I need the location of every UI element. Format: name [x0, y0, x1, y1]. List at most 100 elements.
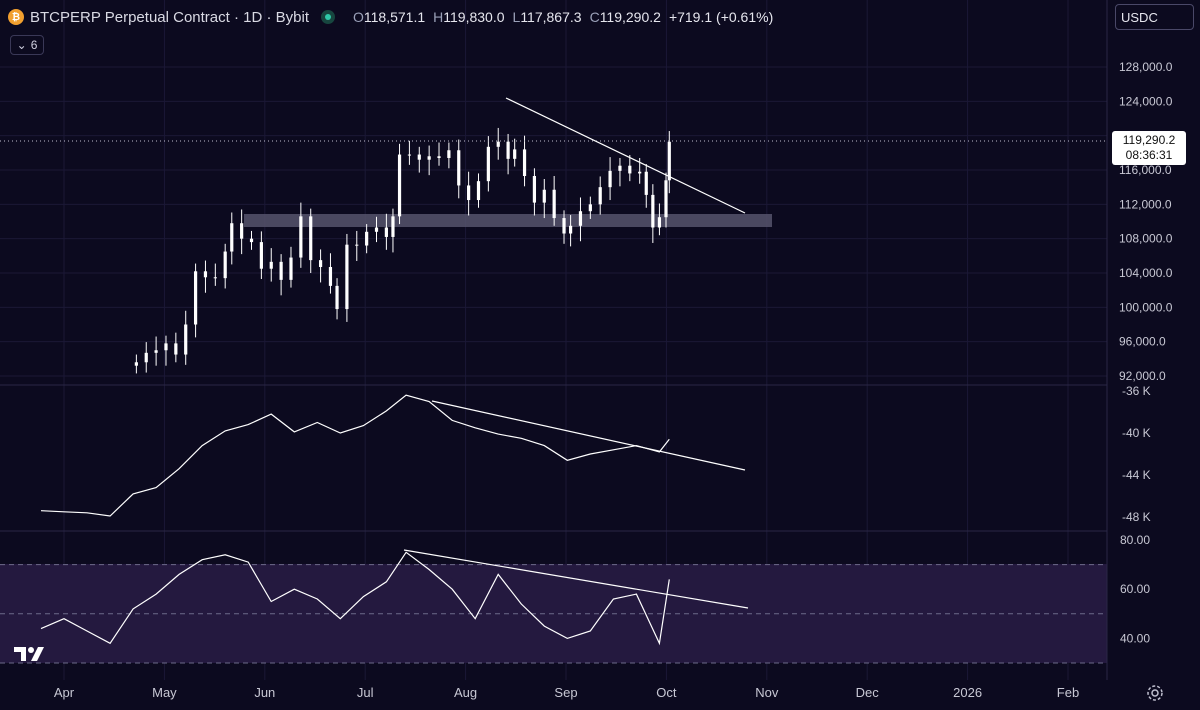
candle-body	[397, 154, 402, 217]
tradingview-logo[interactable]	[14, 644, 50, 664]
symbol-title[interactable]: BTCPERP Perpetual Contract · 1D · Bybit	[30, 8, 309, 26]
candle-body	[193, 271, 198, 325]
candle-body	[427, 156, 431, 160]
candle-body	[240, 223, 244, 239]
candle-body	[588, 204, 592, 212]
price-tick-label: 104,000.0	[1119, 266, 1173, 280]
rsi-trendline	[403, 549, 749, 609]
candle-body	[513, 149, 517, 159]
price-axis-ticks: 128,000.0124,000.0120,000.0116,000.0112,…	[1119, 60, 1173, 383]
candle-body	[299, 216, 303, 258]
candle-body	[335, 285, 339, 310]
indicator-tick-label: -48 K	[1122, 510, 1151, 524]
candles	[134, 127, 671, 374]
candle-body	[562, 218, 566, 234]
price-tick-label: 100,000.0	[1119, 300, 1173, 314]
candle-body	[345, 244, 349, 310]
candle-body	[486, 146, 490, 182]
time-tick-label: Dec	[856, 685, 880, 700]
indicator-trendline	[431, 400, 746, 471]
price-tick-label: 128,000.0	[1119, 60, 1173, 74]
indicators-collapse-button[interactable]: ⌄ 6	[10, 35, 44, 55]
candle-body	[476, 181, 481, 201]
open-value: 118,571.1	[363, 9, 426, 25]
candle-body	[542, 189, 546, 203]
candle-body	[154, 350, 158, 353]
indicator-tick-label: -44 K	[1122, 468, 1151, 482]
time-tick-label: Jul	[357, 685, 374, 700]
close-label: C	[589, 9, 600, 25]
candle-body	[174, 343, 178, 355]
candle-body	[467, 185, 471, 201]
rsi-axis-ticks: 80.00 60.00 40.00	[1120, 533, 1150, 645]
price-tick-label: 124,000.0	[1119, 94, 1173, 108]
time-tick-label: Feb	[1057, 685, 1079, 700]
price-tick-label: 92,000.0	[1119, 369, 1166, 383]
indicator-tick-label: -36 K	[1122, 384, 1151, 398]
candle-body	[374, 227, 379, 232]
candle-body	[164, 343, 168, 351]
bitcoin-icon: ₿	[8, 9, 24, 25]
candle-body	[289, 257, 293, 280]
rsi-tick-label: 80.00	[1120, 533, 1150, 547]
candle-body	[365, 231, 369, 246]
grid-lines	[0, 0, 1107, 680]
candle-body	[608, 170, 612, 188]
candle-body	[318, 260, 323, 267]
candle-body	[259, 242, 263, 269]
candle-body	[328, 266, 333, 286]
high-label: H	[433, 9, 444, 25]
currency-selector[interactable]: USDC	[1115, 4, 1194, 30]
candle-body	[569, 225, 573, 234]
time-tick-label: May	[152, 685, 177, 700]
candle-body	[506, 141, 510, 159]
time-tick-label: Nov	[755, 685, 779, 700]
candle-body	[223, 251, 227, 279]
rsi-line	[40, 551, 670, 646]
candle-body	[279, 261, 283, 280]
time-axis-ticks: Apr May Jun Jul Aug Sep Oct Nov Dec 2026 Feb	[54, 685, 1079, 700]
indicator-count: 6	[30, 38, 38, 52]
current-price-value: 119,290.2	[1122, 133, 1176, 147]
candle-body	[309, 216, 313, 261]
low-value: 117,867.3	[520, 9, 582, 25]
candle-body	[578, 211, 583, 226]
candle-body	[664, 180, 668, 218]
candle-body	[496, 141, 500, 147]
rsi-tick-label: 60.00	[1120, 582, 1150, 596]
candle-body	[203, 271, 208, 278]
change-value: +719.1 (+0.61%)	[668, 9, 774, 25]
candle-body	[355, 244, 359, 246]
chevron-down-icon: ⌄	[16, 38, 27, 52]
candle-body	[249, 238, 254, 243]
time-tick-label: 2026	[953, 685, 982, 700]
open-label: O	[353, 9, 364, 25]
price-tick-label: 116,000.0	[1119, 163, 1172, 177]
candle-body	[644, 171, 648, 195]
candle-body	[598, 187, 602, 205]
indicator-tick-label: -40 K	[1122, 426, 1151, 440]
price-tick-label: 112,000.0	[1119, 197, 1172, 211]
candle-body	[447, 150, 451, 158]
candle-body	[638, 171, 642, 174]
candle-body	[391, 216, 395, 237]
candle-body	[552, 189, 556, 219]
indicator-line	[40, 394, 670, 517]
candle-body	[628, 165, 632, 174]
rsi-tick-label: 40.00	[1120, 631, 1150, 645]
chart-header: ₿ BTCPERP Perpetual Contract · 1D · Bybi…	[8, 6, 773, 28]
candle-body	[417, 154, 421, 160]
current-price-label: 119,290.2 08:36:31	[1112, 131, 1186, 165]
candle-body	[144, 352, 148, 363]
market-status-icon	[321, 10, 335, 24]
candle-body	[134, 362, 138, 366]
candle-body	[184, 324, 188, 355]
support-zone	[244, 214, 772, 227]
price-tick-label: 108,000.0	[1119, 232, 1173, 246]
candle-body	[667, 141, 671, 181]
candle-body	[522, 149, 527, 177]
gear-icon[interactable]	[1146, 684, 1164, 702]
time-tick-label: Jun	[254, 685, 275, 700]
candle-body	[213, 277, 217, 279]
